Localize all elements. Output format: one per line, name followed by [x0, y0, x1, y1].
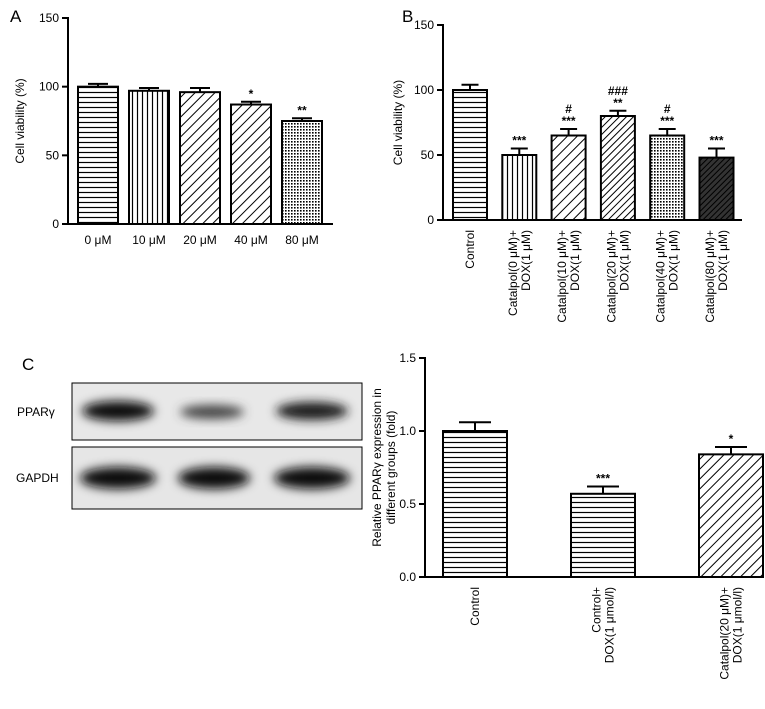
x-tick-label: 80 μM	[285, 233, 319, 247]
significance-label: #	[664, 102, 671, 116]
error-bar	[658, 128, 676, 136]
x-tick-label: DOX(1 μM)	[519, 230, 533, 291]
y-tick-label: 0.0	[399, 570, 416, 584]
y-axis-label: different groups (fold)	[384, 411, 398, 525]
significance-label: ***	[562, 114, 576, 128]
panel-label: A	[10, 7, 22, 26]
error-bar	[715, 446, 747, 455]
error-bar	[88, 82, 108, 87]
error-bar	[708, 147, 725, 158]
x-tick-label: DOX(1 μmol/l)	[603, 587, 617, 663]
x-tick-label: 40 μM	[234, 233, 268, 247]
bar	[599, 115, 636, 221]
blot-row-label: PPARγ	[17, 405, 55, 419]
significance-label: ***	[660, 114, 674, 128]
bar	[77, 85, 119, 225]
bar	[550, 134, 587, 221]
y-tick-label: 100	[414, 83, 434, 97]
significance-label: ***	[709, 134, 723, 148]
y-axis-label: Relative PPARγ expression in	[370, 388, 384, 547]
error-bar	[609, 109, 627, 116]
error-bar	[139, 87, 159, 91]
error-bar	[190, 87, 210, 93]
significance-label: #	[565, 102, 572, 116]
x-tick-label: DOX(1 μM)	[617, 230, 631, 291]
significance-label: ###	[608, 84, 628, 98]
significance-label: *	[249, 87, 254, 101]
x-tick-label: DOX(1 μM)	[667, 230, 681, 291]
y-tick-label: 50	[46, 148, 60, 162]
y-tick-label: 150	[414, 18, 434, 32]
blot-row-label: GAPDH	[16, 471, 59, 485]
bar	[501, 154, 538, 221]
x-tick-label: Control	[463, 230, 477, 269]
error-bar	[560, 128, 578, 136]
bar	[452, 89, 488, 221]
bar	[179, 91, 221, 225]
significance-label: ***	[512, 134, 526, 148]
x-tick-label: Catalpol(20 μM)+	[718, 587, 732, 680]
x-tick-label: Catalpol(0 μM)+	[506, 230, 520, 316]
error-bar	[461, 83, 479, 90]
error-bar	[510, 147, 528, 155]
significance-label: **	[297, 103, 307, 117]
x-tick-label: 10 μM	[132, 233, 166, 247]
x-tick-label: Control	[468, 587, 482, 626]
error-bar	[241, 100, 261, 105]
x-tick-label: DOX(1 μM)	[716, 230, 730, 291]
x-tick-label: DOX(1 μmol/l)	[731, 587, 745, 663]
y-tick-label: 150	[39, 11, 59, 25]
bar	[698, 156, 735, 222]
bar	[442, 430, 508, 578]
error-bar	[587, 485, 619, 494]
bar	[570, 492, 636, 578]
x-tick-label: DOX(1 μM)	[568, 230, 582, 291]
western-blot	[71, 382, 363, 510]
error-bar	[292, 117, 312, 121]
y-tick-label: 1.0	[399, 424, 416, 438]
y-tick-label: 50	[421, 148, 435, 162]
y-axis-label: Cell viability (%)	[391, 80, 405, 165]
x-tick-label: Catalpol(20 μM)+	[604, 230, 618, 323]
x-tick-label: Control+	[590, 587, 604, 633]
y-tick-label: 0.5	[399, 497, 416, 511]
significance-label: ***	[596, 471, 610, 485]
bar	[230, 103, 272, 225]
x-tick-label: 20 μM	[183, 233, 217, 247]
x-tick-label: Catalpol(80 μM)+	[703, 230, 717, 323]
bar	[649, 134, 686, 221]
x-tick-label: Catalpol(40 μM)+	[654, 230, 668, 323]
y-tick-label: 100	[39, 80, 59, 94]
y-tick-label: 1.5	[399, 351, 416, 365]
y-tick-label: 0	[52, 217, 59, 231]
bar	[281, 120, 323, 225]
significance-label: **	[613, 96, 623, 110]
bar	[698, 453, 764, 578]
error-bar	[459, 421, 491, 431]
x-tick-label: Catalpol(10 μM)+	[555, 230, 569, 323]
y-tick-label: 0	[427, 213, 434, 227]
bar	[128, 89, 170, 225]
panel-label: C	[22, 355, 34, 374]
x-tick-label: 0 μM	[85, 233, 112, 247]
panel-label: B	[402, 7, 413, 26]
significance-label: *	[729, 432, 734, 446]
y-axis-label: Cell viability (%)	[13, 78, 27, 163]
